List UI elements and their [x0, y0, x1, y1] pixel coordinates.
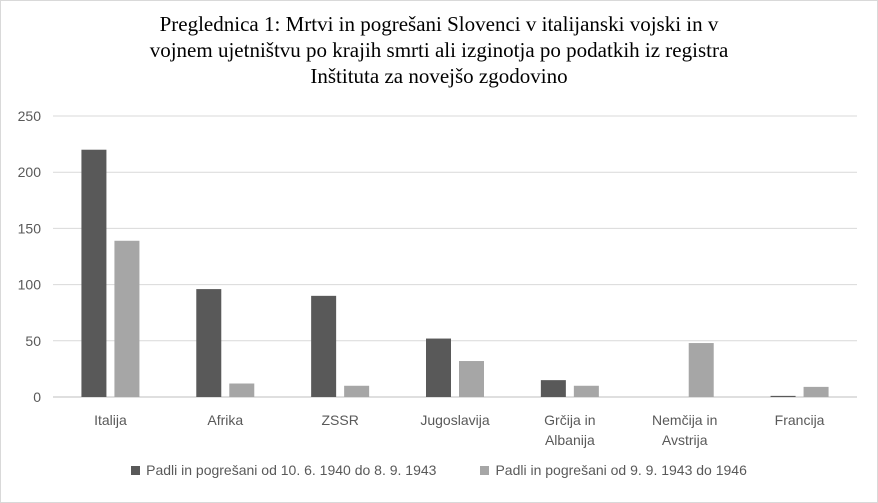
x-tick-label: Francija [775, 412, 825, 428]
bar-series-1 [196, 289, 222, 397]
bar-series-2 [344, 385, 370, 397]
y-tick-label: 200 [18, 164, 42, 180]
legend-item-series-2: Padli in pogrešani od 9. 9. 1943 do 1946 [480, 462, 747, 478]
bar-series-2 [114, 240, 140, 397]
y-tick-label: 150 [18, 220, 42, 236]
legend-swatch-series-2 [480, 465, 490, 475]
legend-swatch-series-1 [131, 465, 141, 475]
bar-series-2 [229, 383, 255, 397]
chart-title-line-1: Preglednica 1: Mrtvi in pogrešani Sloven… [159, 12, 719, 36]
legend-label-series-1: Padli in pogrešani od 10. 6. 1940 do 8. … [146, 462, 437, 478]
y-tick-label: 250 [18, 108, 42, 124]
y-tick-label: 0 [33, 389, 41, 405]
x-tick-label: Italija [94, 412, 127, 428]
y-tick-label: 50 [25, 333, 41, 349]
bar-series-2 [459, 361, 484, 397]
bar-series-1 [311, 295, 337, 397]
x-tick-label: Nemčija in [652, 412, 717, 428]
bar-series-1 [770, 395, 796, 397]
bar-series-1 [540, 380, 566, 397]
x-tick-label: Albanija [545, 432, 595, 448]
bar-series-2 [573, 385, 599, 397]
chart-title-line-2: vojnem ujetništvu po krajih smrti ali iz… [149, 38, 729, 62]
x-tick-label: Grčija in [544, 412, 595, 428]
bar-series-2 [803, 386, 829, 397]
x-tick-label: Avstrija [662, 432, 708, 448]
bar-series-2 [688, 343, 714, 397]
chart-legend: Padli in pogrešani od 10. 6. 1940 do 8. … [1, 462, 877, 478]
legend-item-series-1: Padli in pogrešani od 10. 6. 1940 do 8. … [131, 462, 436, 478]
x-tick-label: Jugoslavija [420, 412, 489, 428]
x-tick-label: ZSSR [321, 412, 358, 428]
chart-title-line-3: Inštituta za novejšo zgodovino [310, 64, 568, 88]
bar-series-1 [81, 149, 107, 397]
bar-series-1 [426, 338, 451, 397]
x-tick-label: Afrika [207, 412, 243, 428]
y-tick-label: 100 [18, 277, 42, 293]
legend-label-series-2: Padli in pogrešani od 9. 9. 1943 do 1946 [495, 462, 747, 478]
chart-title: Preglednica 1: Mrtvi in pogrešani Sloven… [1, 11, 877, 89]
